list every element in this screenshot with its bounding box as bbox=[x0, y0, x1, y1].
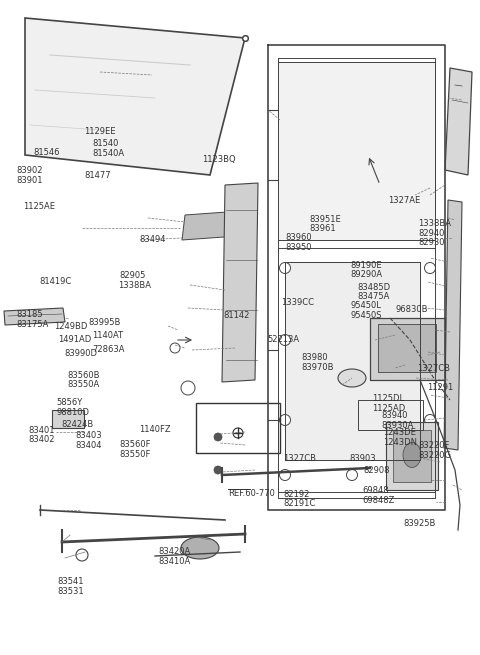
Text: REF.60-770: REF.60-770 bbox=[228, 489, 275, 498]
Circle shape bbox=[424, 415, 435, 426]
Text: 82905: 82905 bbox=[119, 271, 145, 280]
Text: 83485D
83475A: 83485D 83475A bbox=[358, 283, 391, 301]
Bar bbox=[393, 430, 431, 482]
Text: 81540
81540A: 81540 81540A bbox=[92, 140, 124, 158]
Circle shape bbox=[214, 466, 222, 474]
Text: 83903: 83903 bbox=[349, 454, 376, 463]
Circle shape bbox=[424, 263, 435, 274]
Polygon shape bbox=[25, 18, 245, 175]
Ellipse shape bbox=[403, 443, 421, 468]
Text: 1129EE: 1129EE bbox=[84, 126, 116, 136]
Text: 82192
82191C: 82192 82191C bbox=[283, 490, 315, 508]
Polygon shape bbox=[182, 210, 255, 240]
Text: 96830B: 96830B bbox=[396, 305, 429, 314]
Text: 52213A: 52213A bbox=[268, 335, 300, 344]
Text: 83560F
83550F: 83560F 83550F bbox=[119, 440, 151, 458]
Text: 81142: 81142 bbox=[224, 311, 250, 320]
Text: 1327CB: 1327CB bbox=[417, 364, 450, 373]
Text: 11291: 11291 bbox=[427, 383, 454, 392]
Circle shape bbox=[279, 263, 290, 274]
Circle shape bbox=[424, 470, 435, 481]
Ellipse shape bbox=[338, 369, 366, 387]
Text: 81546: 81546 bbox=[34, 148, 60, 157]
Text: 1249BD: 1249BD bbox=[54, 322, 87, 331]
Bar bbox=[378, 324, 436, 372]
Text: 83185
83175A: 83185 83175A bbox=[17, 310, 49, 329]
Text: 1125AE: 1125AE bbox=[23, 202, 55, 212]
Circle shape bbox=[181, 381, 195, 395]
Circle shape bbox=[347, 470, 358, 481]
Text: 82424B: 82424B bbox=[61, 420, 93, 429]
Text: 1123BQ: 1123BQ bbox=[203, 155, 236, 164]
Text: 83925B: 83925B bbox=[403, 519, 435, 529]
Text: 83401
83402: 83401 83402 bbox=[29, 426, 55, 444]
Text: 83951E
83961: 83951E 83961 bbox=[310, 215, 341, 233]
Text: 81419C: 81419C bbox=[39, 277, 72, 286]
Polygon shape bbox=[444, 200, 462, 450]
Bar bbox=[370, 318, 445, 380]
Text: 82908: 82908 bbox=[364, 466, 390, 475]
Text: 1327CB: 1327CB bbox=[283, 454, 316, 463]
Circle shape bbox=[279, 470, 290, 481]
Text: 81477: 81477 bbox=[84, 171, 110, 180]
Text: 72863A: 72863A bbox=[92, 345, 125, 354]
Text: 83494: 83494 bbox=[139, 234, 166, 244]
Text: 83902
83901: 83902 83901 bbox=[16, 166, 43, 185]
Bar bbox=[358, 400, 423, 430]
Text: 1140FZ: 1140FZ bbox=[139, 425, 171, 434]
Circle shape bbox=[170, 343, 180, 353]
Circle shape bbox=[214, 433, 222, 441]
Bar bbox=[52, 410, 84, 428]
Text: 83990D: 83990D bbox=[65, 349, 98, 358]
Text: 83940
83930A: 83940 83930A bbox=[382, 411, 414, 430]
Bar bbox=[285, 262, 420, 460]
Bar bbox=[386, 422, 438, 490]
Text: 1338BA
82940
82930: 1338BA 82940 82930 bbox=[419, 219, 452, 248]
Text: 1339CC: 1339CC bbox=[281, 298, 314, 307]
Circle shape bbox=[279, 335, 290, 345]
Text: 1125DL
1125AD: 1125DL 1125AD bbox=[372, 394, 405, 413]
Circle shape bbox=[424, 335, 435, 345]
Text: 1327AE: 1327AE bbox=[388, 196, 420, 205]
Polygon shape bbox=[222, 183, 258, 382]
Text: 83220F
83220G: 83220F 83220G bbox=[419, 441, 452, 460]
Text: 1243DE
1243DN: 1243DE 1243DN bbox=[383, 428, 417, 447]
Text: 83420A
83410A: 83420A 83410A bbox=[158, 548, 191, 566]
Polygon shape bbox=[445, 68, 472, 175]
Text: 83403
83404: 83403 83404 bbox=[76, 431, 102, 449]
Text: 1140AT: 1140AT bbox=[92, 331, 123, 340]
Polygon shape bbox=[4, 308, 65, 325]
Text: 83541
83531: 83541 83531 bbox=[58, 577, 84, 595]
Text: 95450L
95450S: 95450L 95450S bbox=[350, 301, 382, 320]
Text: 1491AD: 1491AD bbox=[59, 335, 92, 344]
Bar bbox=[196, 403, 280, 453]
Text: 89190E
89290A: 89190E 89290A bbox=[350, 261, 383, 279]
Text: 83960
83950: 83960 83950 bbox=[285, 233, 312, 252]
Text: 83980
83970B: 83980 83970B bbox=[301, 353, 334, 371]
Circle shape bbox=[76, 549, 88, 561]
Ellipse shape bbox=[181, 537, 219, 559]
Text: 69848
69848Z: 69848 69848Z bbox=[362, 487, 395, 505]
Text: 83995B: 83995B bbox=[89, 318, 121, 327]
Text: 83560B
83550A: 83560B 83550A bbox=[67, 371, 100, 389]
Text: 5856Y
98810D: 5856Y 98810D bbox=[57, 398, 90, 417]
Circle shape bbox=[279, 415, 290, 426]
Bar bbox=[278, 62, 435, 240]
Text: 1338BA: 1338BA bbox=[118, 281, 151, 290]
